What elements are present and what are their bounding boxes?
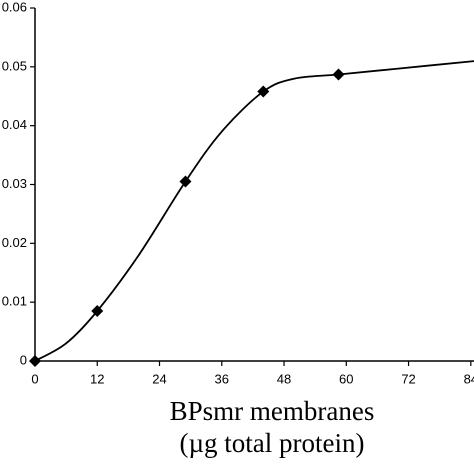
y-tick-label: 0.04 — [2, 117, 27, 132]
data-point — [91, 304, 104, 317]
x-tick-label: 48 — [277, 371, 291, 386]
x-axis-title: (µg total protein) — [179, 428, 364, 458]
data-point — [332, 68, 345, 81]
x-tick-label: 12 — [90, 371, 104, 386]
x-tick-label: 36 — [215, 371, 229, 386]
y-tick-label: 0.06 — [2, 0, 27, 14]
x-tick-label: 72 — [401, 371, 415, 386]
x-axis-title: BPsmr membranes — [170, 396, 375, 426]
data-point — [257, 85, 270, 98]
y-tick-label: 0 — [20, 352, 27, 367]
x-tick-label: 60 — [339, 371, 353, 386]
data-point — [29, 355, 41, 367]
y-tick-label: 0.02 — [2, 235, 27, 250]
x-tick-label: 0 — [31, 371, 38, 386]
y-tick-label: 0.03 — [2, 176, 27, 191]
y-tick-label: 0.05 — [2, 58, 27, 73]
y-tick-label: 0.01 — [2, 294, 27, 309]
data-point — [179, 175, 192, 188]
x-tick-label: 84 — [464, 371, 474, 386]
x-tick-label: 24 — [152, 371, 166, 386]
fit-curve — [34, 60, 474, 362]
